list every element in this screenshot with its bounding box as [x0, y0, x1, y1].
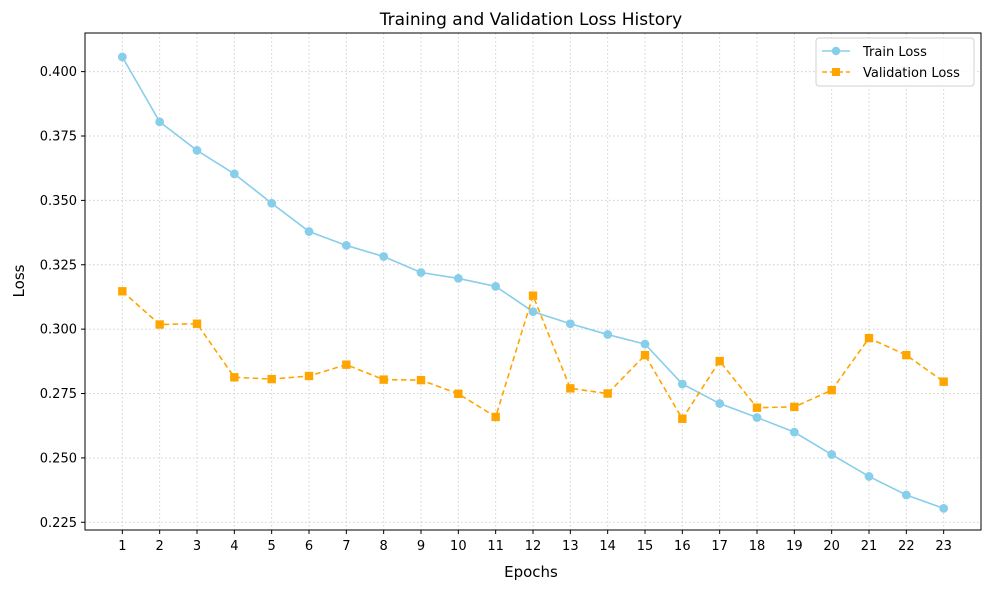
x-tick-label: 15 — [637, 539, 654, 554]
y-tick-label: 0.250 — [40, 451, 77, 466]
x-tick-label: 17 — [711, 539, 728, 554]
x-tick-label: 13 — [562, 539, 579, 554]
train-loss-point — [677, 379, 687, 389]
train-loss-point — [752, 413, 762, 422]
legend-validation-marker — [832, 68, 840, 76]
train-loss-point — [229, 169, 239, 179]
validation-loss-point — [864, 333, 874, 343]
train-loss-point — [155, 117, 165, 127]
validation-loss-point — [416, 375, 426, 385]
x-tick-label: 7 — [342, 539, 350, 554]
train-loss-point — [939, 503, 949, 513]
validation-loss-point — [902, 350, 911, 360]
chart-title: Training and Validation Loss History — [379, 10, 682, 30]
train-loss-point — [528, 307, 538, 317]
train-loss-point — [379, 252, 389, 261]
x-tick-label: 5 — [268, 539, 276, 554]
x-tick-label: 8 — [380, 539, 388, 554]
x-tick-label: 16 — [674, 539, 691, 554]
train-loss-point — [901, 490, 911, 500]
x-tick-label: 2 — [156, 539, 164, 554]
validation-loss-point — [827, 385, 836, 395]
train-loss-point — [341, 241, 351, 250]
train-loss-point — [789, 427, 799, 437]
validation-loss-point — [566, 384, 575, 393]
y-tick-label: 0.325 — [40, 258, 77, 273]
validation-loss-point — [752, 403, 762, 412]
validation-loss-point — [230, 373, 239, 382]
y-tick-label: 0.350 — [40, 194, 77, 209]
train-loss-point — [416, 268, 426, 277]
x-tick-label: 6 — [305, 539, 313, 554]
legend-validation-label: Validation Loss — [863, 66, 960, 81]
train-loss-point — [192, 146, 202, 155]
x-tick-label: 23 — [935, 539, 952, 554]
train-loss-point — [864, 472, 874, 481]
validation-loss-point — [790, 402, 799, 412]
validation-loss-point — [192, 319, 202, 328]
validation-loss-point — [939, 377, 948, 386]
validation-loss-point — [678, 414, 687, 423]
y-axis-label: Loss — [10, 264, 28, 297]
train-loss-point — [565, 319, 575, 329]
y-tick-label: 0.400 — [40, 65, 77, 80]
x-tick-label: 18 — [749, 539, 766, 554]
x-tick-label: 14 — [599, 539, 616, 554]
legend: Train Loss Validation Loss — [815, 37, 975, 87]
train-loss-point — [304, 227, 314, 236]
x-tick-label: 10 — [450, 539, 467, 554]
legend-train-label: Train Loss — [862, 45, 927, 60]
series-layer — [117, 52, 949, 513]
train-loss-point — [827, 450, 837, 459]
train-loss-point — [640, 339, 650, 349]
train-loss-line — [121, 56, 944, 510]
grid-layer — [85, 33, 981, 530]
validation-loss-point — [640, 350, 650, 360]
x-tick-label: 12 — [525, 539, 542, 554]
train-loss-point — [117, 52, 127, 62]
y-tick-label: 0.275 — [40, 387, 77, 402]
plot-frame — [84, 32, 982, 531]
x-tick-label: 19 — [786, 539, 803, 554]
x-tick-label: 1 — [118, 539, 126, 554]
x-tick-label: 22 — [898, 539, 915, 554]
y-tick-label: 0.375 — [40, 130, 77, 145]
x-axis-label: Epochs — [504, 563, 558, 581]
train-loss-point — [491, 281, 501, 291]
train-loss-point — [603, 330, 613, 339]
legend-box — [815, 37, 975, 87]
validation-loss-point — [528, 291, 538, 300]
x-tick-label: 21 — [861, 539, 878, 554]
x-tick-label: 4 — [230, 539, 238, 554]
validation-loss-point — [491, 412, 500, 422]
x-tick-label: 20 — [823, 539, 840, 554]
train-loss-point — [715, 399, 725, 408]
validation-loss-point — [118, 287, 127, 296]
validation-loss-point — [342, 360, 351, 369]
legend-train-marker — [831, 46, 841, 56]
validation-loss-point — [715, 356, 724, 366]
tick-layer: 1 2 3 4 5 6 7 8 9 10 11 12 13 14 15 16 17 18 19 20 21 22 230.2… — [40, 65, 952, 554]
y-tick-label: 0.225 — [40, 516, 77, 531]
x-tick-label: 3 — [193, 539, 201, 554]
validation-loss-point — [454, 389, 463, 398]
x-tick-label: 11 — [487, 539, 504, 554]
validation-loss-point — [379, 375, 388, 384]
validation-loss-point — [267, 374, 276, 384]
x-tick-label: 9 — [417, 539, 425, 554]
train-loss-point — [267, 198, 277, 208]
validation-loss-point — [155, 320, 164, 329]
validation-loss-point — [603, 389, 612, 398]
validation-loss-point — [304, 371, 314, 381]
train-loss-point — [453, 274, 463, 283]
y-tick-label: 0.300 — [40, 323, 77, 338]
